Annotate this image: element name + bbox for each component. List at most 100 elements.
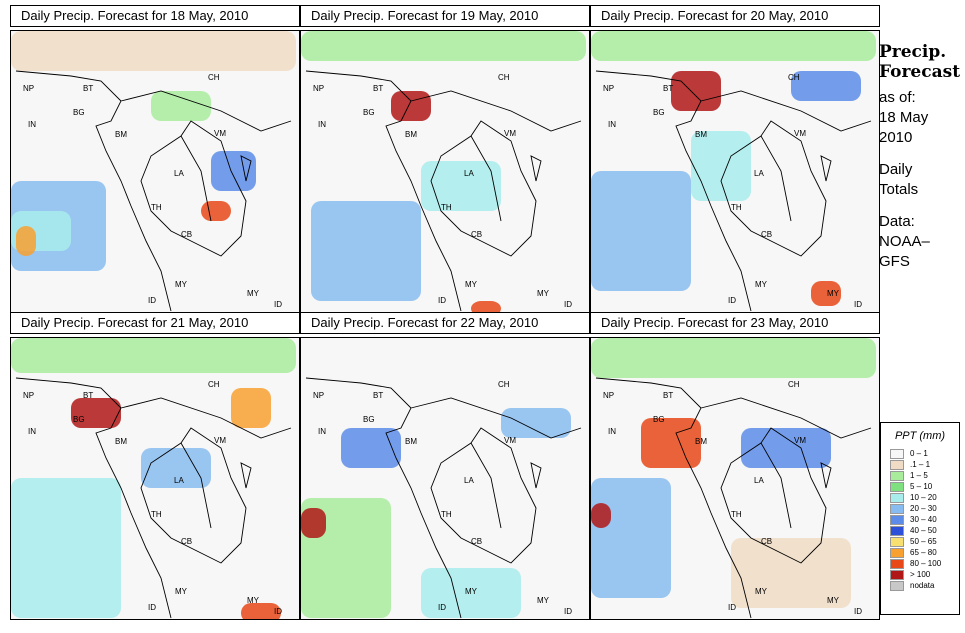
country-label: MY: [755, 280, 768, 289]
legend-swatch: [890, 547, 904, 558]
country-label: TH: [441, 510, 452, 519]
country-label: MY: [827, 596, 840, 605]
legend-swatch: [890, 580, 904, 591]
precip-area: [211, 151, 256, 191]
legend-swatch: [890, 569, 904, 580]
country-label: LA: [464, 476, 474, 485]
country-label: CB: [181, 537, 192, 546]
sidebar-daily-line2: Totals: [879, 181, 919, 198]
country-label: MY: [537, 289, 550, 298]
country-label: VM: [794, 129, 806, 138]
country-label: ID: [438, 603, 446, 612]
legend-label: 0 – 1: [910, 448, 928, 458]
country-label: BG: [363, 108, 375, 117]
sidebar-data-line3: GFS: [879, 253, 910, 270]
country-label: BM: [115, 130, 127, 139]
country-label: ID: [854, 300, 862, 309]
country-label: NP: [603, 84, 614, 93]
legend-label: 5 – 10: [910, 481, 933, 491]
precip-area: [301, 31, 586, 61]
country-label: MY: [827, 289, 840, 298]
legend-swatch: [890, 470, 904, 481]
precip-area: [471, 301, 501, 312]
panel-title: Daily Precip. Forecast for 19 May, 2010: [300, 5, 590, 27]
forecast-panel-5: Daily Precip. Forecast for 22 May, 2010 …: [300, 312, 590, 620]
country-borders: [15, 377, 292, 619]
precip-map-svg: NP BT BG IN BM CH VM LA TH CB MY ID MY ID: [301, 31, 589, 312]
country-label: ID: [564, 300, 572, 309]
country-label: VM: [504, 436, 516, 445]
country-label: IN: [608, 120, 616, 129]
sidebar-asof: as of:: [879, 89, 916, 106]
sidebar-data-line1: Data:: [879, 213, 915, 230]
precip-area: [731, 538, 851, 608]
country-label: CH: [208, 380, 220, 389]
precip-area: [671, 71, 721, 111]
country-label: IN: [608, 427, 616, 436]
sidebar-date-line2: 2010: [879, 129, 913, 146]
precip-map: NP BT BG IN BM CH VM LA TH CB MY ID MY ID: [300, 337, 590, 620]
country-label: BT: [83, 391, 93, 400]
precip-area: [591, 478, 671, 598]
legend-swatch: [890, 525, 904, 536]
country-borders: [595, 70, 872, 312]
country-label: IN: [28, 427, 36, 436]
precip-area: [11, 478, 121, 618]
legend-swatch: [890, 459, 904, 470]
country-label: BM: [405, 130, 417, 139]
precip-area: [591, 338, 876, 378]
country-label: VM: [794, 436, 806, 445]
country-label: LA: [754, 169, 764, 178]
panel-title: Daily Precip. Forecast for 21 May, 2010: [10, 312, 300, 334]
country-label: TH: [151, 510, 162, 519]
country-label: BG: [73, 415, 85, 424]
country-label: TH: [731, 203, 742, 212]
legend-label: 80 – 100: [910, 558, 942, 568]
precip-map-svg: NP BT BG IN BM CH VM LA TH CB MY ID MY ID: [301, 338, 589, 619]
legend-label: 10 – 20: [910, 492, 937, 502]
precip-area: [151, 91, 211, 121]
country-label: CH: [498, 73, 510, 82]
country-label: CB: [761, 230, 772, 239]
country-label: MY: [537, 596, 550, 605]
country-label: ID: [438, 296, 446, 305]
country-label: ID: [854, 607, 862, 616]
country-label: BT: [663, 84, 673, 93]
country-label: BG: [653, 415, 665, 424]
country-label: NP: [23, 391, 34, 400]
legend-item: > 100: [890, 569, 959, 580]
panel-title: Daily Precip. Forecast for 22 May, 2010: [300, 312, 590, 334]
legend-label: 40 – 50: [910, 525, 937, 535]
legend-title: PPT (mm): [894, 430, 946, 442]
precip-map-svg: NP BT BG IN BM CH VM LA TH CB MY ID MY ID: [591, 338, 879, 619]
legend-item: 65 – 80: [890, 547, 959, 558]
country-label: CB: [761, 537, 772, 546]
legend-item: .1 – 1: [890, 459, 959, 470]
country-label: LA: [174, 476, 184, 485]
sidebar-title-line1: Precip.: [879, 42, 947, 62]
country-label: TH: [151, 203, 162, 212]
country-label: TH: [441, 203, 452, 212]
country-label: CH: [788, 73, 800, 82]
country-label: NP: [603, 391, 614, 400]
country-label: VM: [214, 129, 226, 138]
country-label: CB: [181, 230, 192, 239]
country-label: CH: [788, 380, 800, 389]
country-label: VM: [504, 129, 516, 138]
precip-area: [16, 226, 36, 256]
panel-title: Daily Precip. Forecast for 20 May, 2010: [590, 5, 880, 27]
forecast-panel-3: Daily Precip. Forecast for 20 May, 2010 …: [590, 5, 880, 313]
sidebar-daily-line1: Daily: [879, 161, 913, 178]
precip-area: [501, 408, 571, 438]
precip-area: [11, 31, 296, 71]
legend-swatch: [890, 503, 904, 514]
country-label: BM: [695, 437, 707, 446]
precip-map: NP BT BG IN BM CH VM LA TH CB MY ID MY ID: [10, 337, 300, 620]
country-label: MY: [175, 587, 188, 596]
precip-area: [391, 91, 431, 121]
precip-area: [591, 503, 611, 528]
sidebar-title-line2: Forecast: [879, 62, 961, 82]
country-label: MY: [175, 280, 188, 289]
legend-label: 20 – 30: [910, 503, 937, 513]
legend-swatch: [890, 448, 904, 459]
